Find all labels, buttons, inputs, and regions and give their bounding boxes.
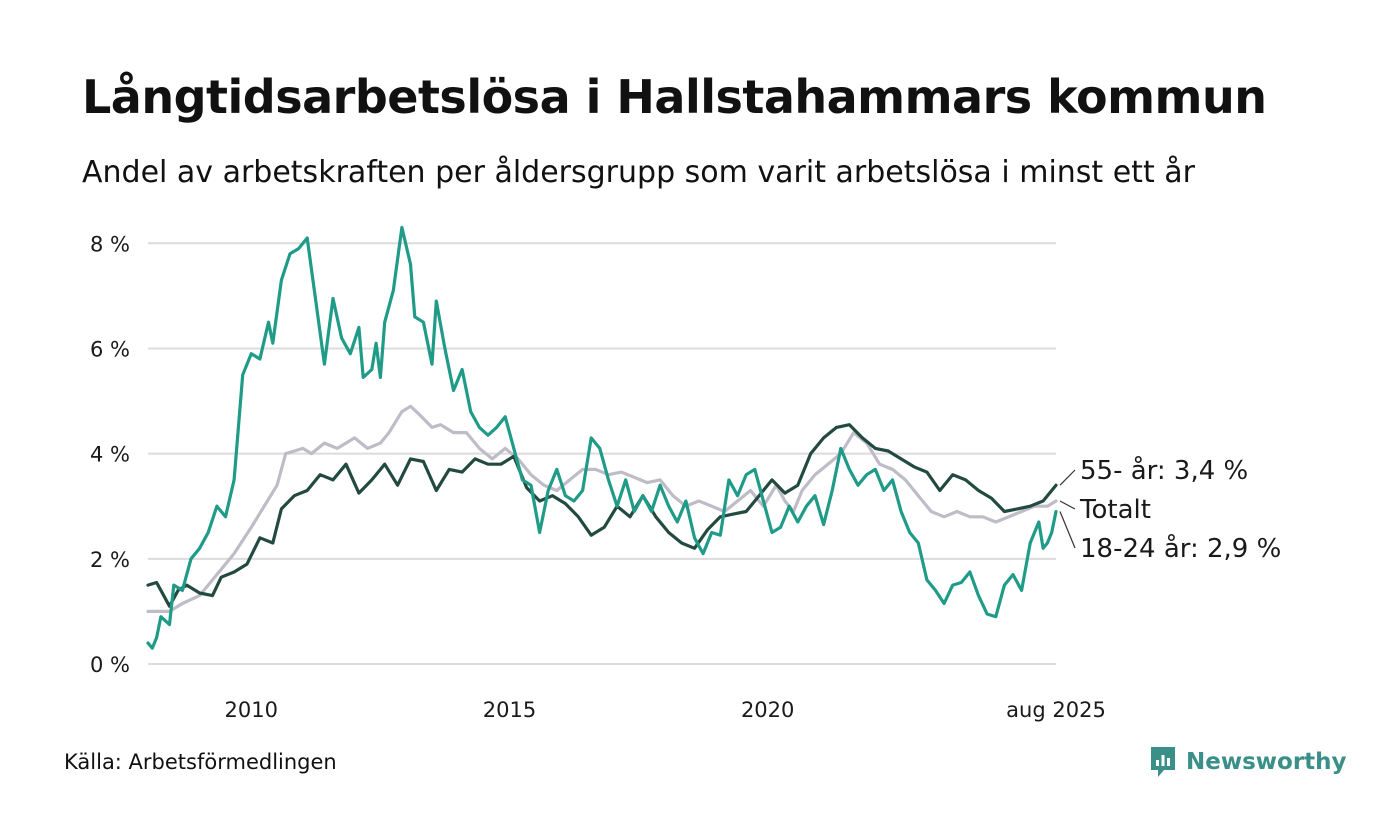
x-tick-label: 2015 — [483, 698, 536, 722]
y-tick-label: 2 % — [90, 548, 130, 572]
y-tick-label: 4 % — [90, 443, 130, 467]
series-line-totalt — [146, 404, 1058, 614]
series-line-18-24-r — [146, 225, 1058, 650]
end-labels: 55- år: 3,4 % Totalt 18-24 år: 2,9 % — [1059, 455, 1281, 564]
end-label-totalt: Totalt — [1079, 495, 1151, 525]
end-label-18-24-r: 18-24 år: 2,9 % — [1080, 533, 1281, 564]
end-label-55-r: 55- år: 3,4 % — [1080, 455, 1248, 486]
series-lines — [146, 225, 1058, 650]
y-tick-label: 8 % — [90, 232, 130, 256]
end-label-connector-totalt — [1059, 500, 1076, 510]
y-tick-label: 0 % — [90, 653, 130, 677]
series-line-55-r — [146, 423, 1058, 608]
x-tick-label: 2010 — [225, 698, 278, 722]
end-label-connector-18-24-r — [1059, 511, 1076, 549]
y-axis-ticks: 0 % 2 % 4 % 6 % 8 % — [90, 232, 130, 677]
source-note: Källa: Arbetsförmedlingen — [64, 750, 337, 774]
chart-title: Långtidsarbetslösa i Hallstahammars komm… — [82, 70, 1267, 124]
x-tick-label: 2020 — [741, 698, 794, 722]
newsworthy-logo-icon — [1151, 747, 1175, 777]
x-axis-ticks: 2010 2015 2020 aug 2025 — [225, 698, 1106, 722]
end-label-connector-55-r — [1059, 469, 1076, 486]
newsworthy-brand[interactable]: Newsworthy — [1148, 744, 1347, 780]
brand-name: Newsworthy — [1186, 749, 1347, 775]
chart-subtitle: Andel av arbetskraften per åldersgrupp s… — [82, 155, 1195, 190]
y-tick-label: 6 % — [90, 337, 130, 361]
x-tick-label: aug 2025 — [1006, 698, 1106, 722]
